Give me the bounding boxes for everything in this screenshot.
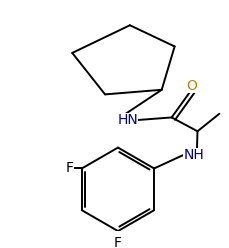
Text: F: F bbox=[114, 236, 121, 248]
Text: HN: HN bbox=[117, 113, 138, 127]
Text: O: O bbox=[185, 79, 196, 93]
Text: F: F bbox=[66, 161, 74, 176]
Text: NH: NH bbox=[182, 148, 203, 162]
